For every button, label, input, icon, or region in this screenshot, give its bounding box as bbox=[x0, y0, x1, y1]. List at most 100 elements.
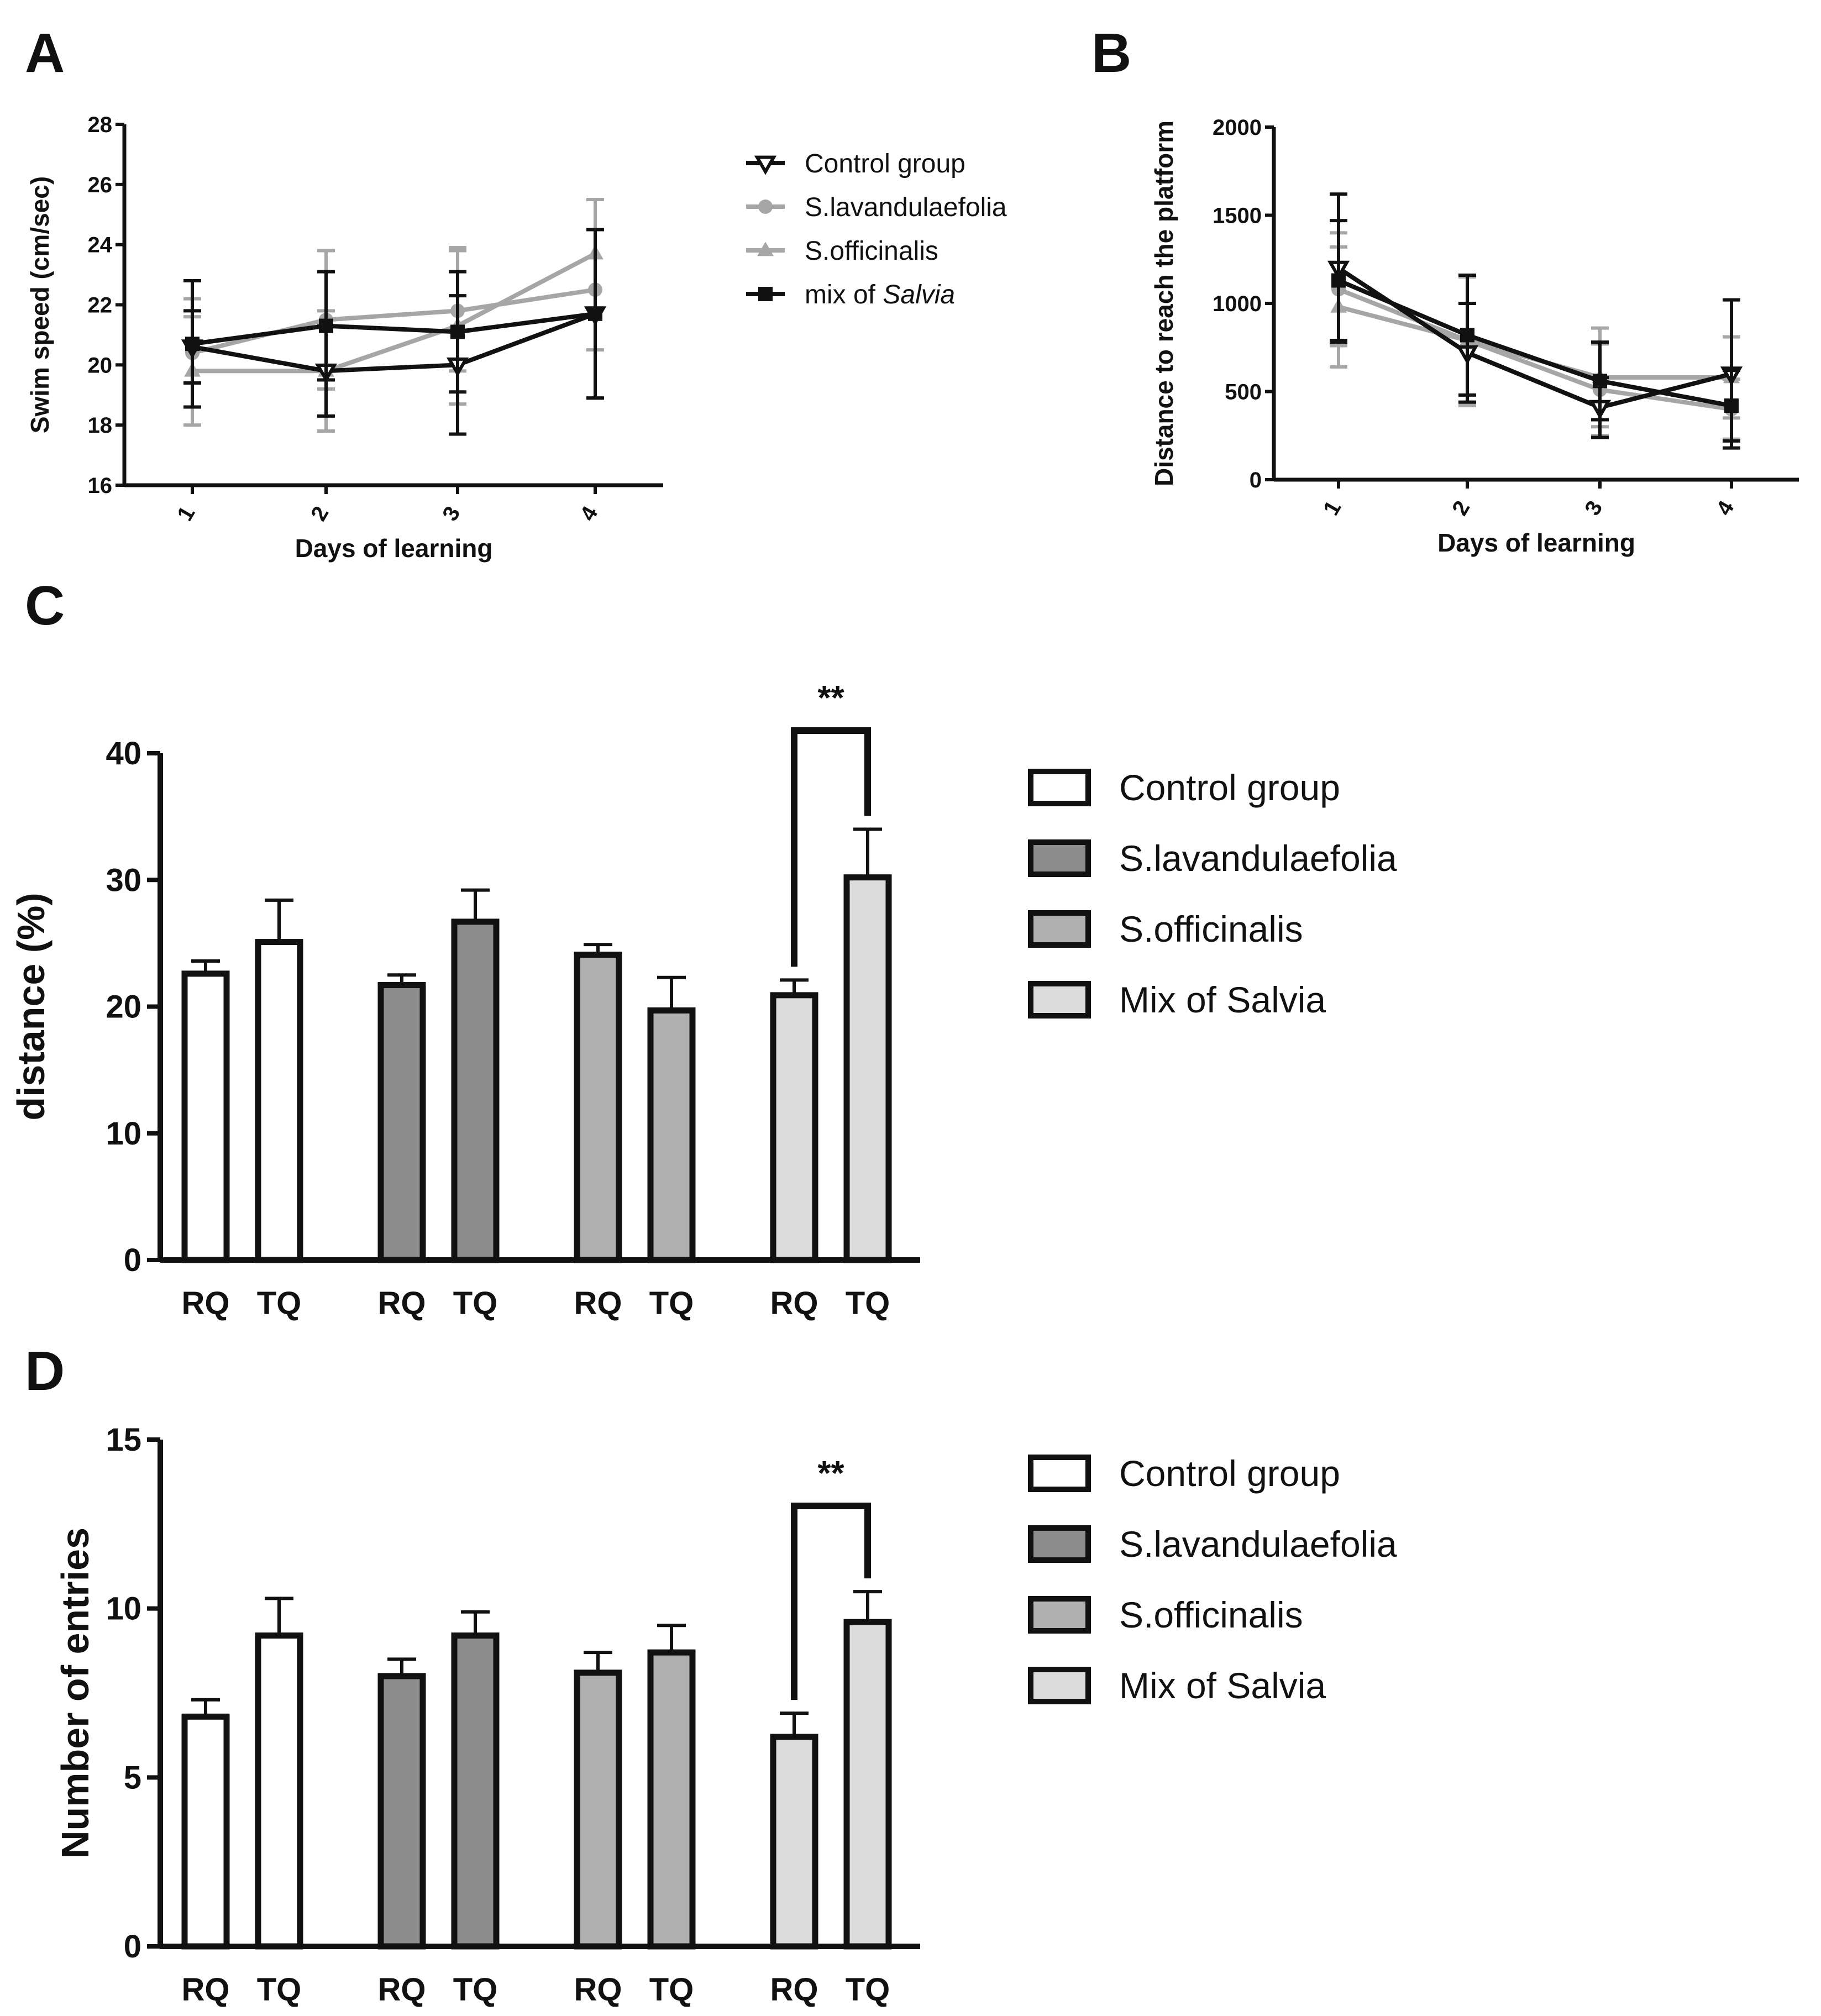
bar bbox=[574, 952, 622, 1263]
x-tick-label: TQ bbox=[649, 1285, 694, 1321]
series-line bbox=[192, 312, 596, 374]
y-axis-title: Distance to reach the platform bbox=[1150, 120, 1178, 486]
y-tick-label: 0 bbox=[124, 1242, 141, 1278]
y-tick-label: 20 bbox=[88, 353, 113, 377]
legend-swatch bbox=[1028, 910, 1091, 948]
x-tick-label: 4 bbox=[1712, 496, 1739, 519]
x-axis-title: Days of learning bbox=[1437, 528, 1635, 557]
y-axis-title: Swim speed (cm/sec) bbox=[25, 176, 54, 433]
y-tick-label: 15 bbox=[106, 1422, 141, 1458]
bar bbox=[377, 1673, 426, 1950]
data-point bbox=[185, 337, 200, 351]
significance-stars: ** bbox=[817, 679, 844, 717]
series-line bbox=[1337, 278, 1732, 408]
x-tick-label: RQ bbox=[770, 1285, 818, 1321]
x-tick-label: 1 bbox=[1319, 497, 1346, 519]
y-tick-label: 0 bbox=[1250, 468, 1262, 492]
x-tick-label: TQ bbox=[453, 1285, 498, 1321]
significance-bracket bbox=[791, 1503, 871, 1700]
x-tick-label: TQ bbox=[257, 1972, 302, 2008]
y-tick-label: 30 bbox=[106, 862, 141, 898]
data-point bbox=[319, 318, 333, 333]
bar bbox=[451, 918, 500, 1263]
bar bbox=[770, 992, 818, 1263]
panel-label-b: B bbox=[1091, 22, 1131, 84]
x-tick-label: TQ bbox=[649, 1972, 694, 2008]
y-axis-title: distance (%) bbox=[9, 893, 53, 1120]
y-tick-label: 22 bbox=[88, 293, 113, 318]
x-tick-label: 1 bbox=[172, 502, 200, 525]
y-tick-label: 28 bbox=[88, 113, 113, 137]
significance-stars: ** bbox=[817, 1455, 844, 1493]
legend-label: Mix of Salvia bbox=[1119, 979, 1326, 1020]
y-tick-label: 2000 bbox=[1213, 116, 1262, 140]
y-tick-label: 40 bbox=[106, 736, 141, 771]
x-tick-label: TQ bbox=[846, 1972, 890, 2008]
data-point bbox=[1593, 374, 1607, 389]
x-tick-label: TQ bbox=[257, 1285, 302, 1321]
x-tick-label: RQ bbox=[182, 1972, 230, 2008]
bar bbox=[770, 1734, 818, 1950]
legend-swatch bbox=[1028, 1455, 1091, 1492]
x-tick-label: RQ bbox=[574, 1285, 622, 1321]
legend-label: S.officinalis bbox=[1119, 1594, 1303, 1635]
legend-label: S.lavandulaefolia bbox=[1119, 838, 1397, 879]
y-tick-label: 24 bbox=[88, 233, 113, 258]
x-tick-label: 2 bbox=[306, 502, 333, 525]
x-tick-label: TQ bbox=[846, 1285, 890, 1321]
data-point bbox=[1724, 398, 1739, 413]
legend-swatch bbox=[1028, 769, 1091, 806]
legend-marker bbox=[757, 242, 774, 256]
chart-panel-b: 0 500 1000 1500 2000 1 2 3 4 Days of learning Dist… bbox=[1150, 116, 1799, 557]
legend-label: mix of Salvia bbox=[805, 280, 955, 309]
panel-label-c: C bbox=[25, 575, 65, 637]
bar bbox=[647, 1007, 696, 1263]
legend-label: Control group bbox=[1119, 1453, 1340, 1494]
y-tick-label: 10 bbox=[106, 1116, 141, 1152]
legend-label: S.officinalis bbox=[805, 237, 938, 266]
x-tick-label: 3 bbox=[1580, 497, 1607, 519]
series-line bbox=[1337, 287, 1732, 412]
chart-panel-c: 0 10 20 30 40 distance (%) RQ TQ RQ TQ RQ TQ RQ TQ ** C… bbox=[9, 679, 1397, 1321]
x-tick-label: RQ bbox=[770, 1972, 818, 2008]
data-point bbox=[1331, 273, 1346, 288]
legend-swatch bbox=[1028, 1667, 1091, 1704]
y-tick-label: 1000 bbox=[1213, 292, 1262, 316]
data-point bbox=[588, 306, 602, 321]
legend-marker bbox=[754, 155, 777, 175]
bar bbox=[843, 1619, 892, 1950]
chart-panel-a: 16 18 20 22 24 26 28 1 2 3 4 Days of learning Swim s… bbox=[25, 113, 1007, 563]
legend-swatch bbox=[1028, 839, 1091, 877]
data-point bbox=[450, 324, 465, 339]
legend-label: Mix of Salvia bbox=[1119, 1665, 1326, 1706]
y-tick-label: 16 bbox=[88, 474, 113, 498]
legend-swatch bbox=[1028, 1596, 1091, 1634]
legend-label-italic: Salvia bbox=[883, 280, 955, 309]
x-tick-label: 3 bbox=[438, 502, 465, 525]
legend-label: S.lavandulaefolia bbox=[805, 193, 1007, 222]
x-tick-label: RQ bbox=[378, 1285, 426, 1321]
x-axis-title: Days of learning bbox=[295, 534, 493, 563]
panel-label-d: D bbox=[25, 1340, 65, 1402]
legend-label-prefix: mix of bbox=[805, 280, 883, 309]
legend-marker bbox=[758, 200, 773, 214]
series-line bbox=[1337, 266, 1732, 410]
bar bbox=[647, 1649, 696, 1950]
y-tick-label: 5 bbox=[124, 1760, 141, 1796]
legend-label: S.lavandulaefolia bbox=[1119, 1524, 1397, 1565]
y-tick-label: 0 bbox=[124, 1929, 141, 1965]
y-tick-label: 500 bbox=[1225, 380, 1262, 405]
bar bbox=[255, 1632, 303, 1950]
data-point bbox=[1460, 328, 1474, 343]
legend-label: Control group bbox=[1119, 767, 1340, 808]
y-tick-label: 20 bbox=[106, 989, 141, 1025]
series-line bbox=[192, 251, 596, 374]
bar bbox=[181, 1713, 230, 1950]
x-tick-label: 2 bbox=[1447, 497, 1474, 519]
x-tick-label: RQ bbox=[574, 1972, 622, 2008]
bar bbox=[181, 970, 230, 1263]
y-axis-title: Number of entries bbox=[54, 1527, 97, 1859]
legend-label: S.officinalis bbox=[1119, 909, 1303, 949]
x-tick-label: 4 bbox=[575, 502, 603, 525]
